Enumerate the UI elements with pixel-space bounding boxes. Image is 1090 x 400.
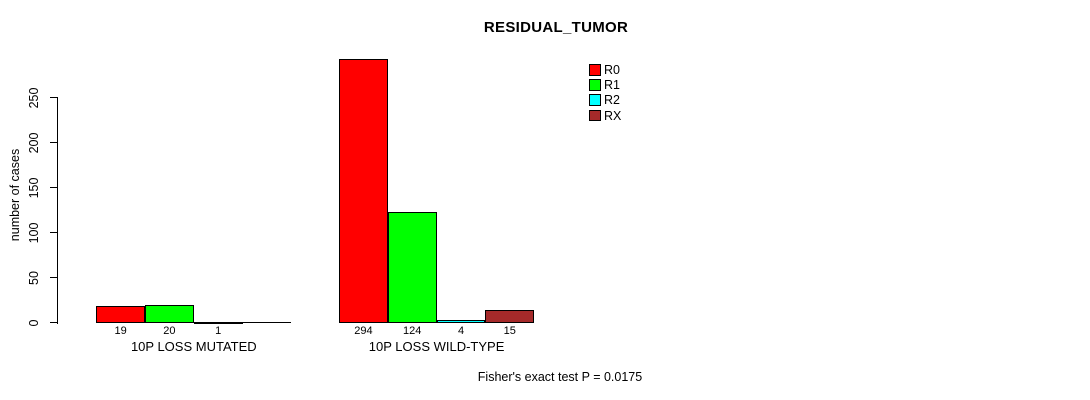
bar-value-label: 124: [403, 324, 422, 337]
bar-rx: [485, 309, 535, 324]
legend-label: R1: [604, 78, 620, 93]
legend-label: R2: [604, 93, 620, 108]
bar-r2: [193, 322, 243, 324]
legend-swatch-r0: [589, 64, 601, 76]
y-axis-tick: [50, 321, 58, 324]
statistical-test-annotation: Fisher's exact test P = 0.0175: [477, 370, 643, 384]
bar-value-label: 20: [163, 324, 176, 337]
y-axis-title: number of cases: [8, 148, 22, 242]
legend-swatch-r1: [589, 79, 601, 91]
x-axis-group-label: 10P LOSS WILD-TYPE: [368, 338, 505, 354]
y-axis-tick-label: 100: [27, 222, 41, 243]
bar-value-label: 294: [354, 324, 373, 337]
legend-label: R0: [604, 63, 620, 77]
bar-value-label: 4: [457, 324, 465, 337]
legend-swatch-rx: [589, 109, 601, 122]
bar-r0: [339, 58, 388, 324]
y-axis-tick: [50, 276, 58, 279]
bar-r1: [145, 305, 194, 324]
bar-r0: [96, 306, 145, 324]
y-axis-tick-label: 0: [27, 319, 41, 326]
y-axis-tick: [50, 141, 58, 144]
y-axis-tick: [50, 96, 58, 99]
y-axis-tick-label: 150: [27, 177, 41, 198]
bar-value-label: 19: [114, 324, 127, 337]
y-axis-tick: [50, 231, 58, 234]
chart-title: RESIDUAL_TUMOR: [483, 19, 629, 36]
y-axis-tick-label: 50: [27, 270, 41, 285]
bar-r1: [387, 211, 437, 324]
y-axis-tick-label: 250: [27, 87, 41, 108]
legend-label: RX: [604, 108, 622, 123]
bar-value-label: 1: [215, 324, 222, 337]
y-axis-tick: [50, 186, 58, 189]
bar-value-label: 15: [503, 324, 516, 337]
y-axis-tick-label: 200: [27, 132, 41, 153]
y-axis-line: [57, 97, 59, 324]
legend-swatch-r2: [589, 94, 601, 106]
bar-r2: [436, 319, 486, 324]
x-axis-group-label: 10P LOSS MUTATED: [130, 338, 257, 354]
